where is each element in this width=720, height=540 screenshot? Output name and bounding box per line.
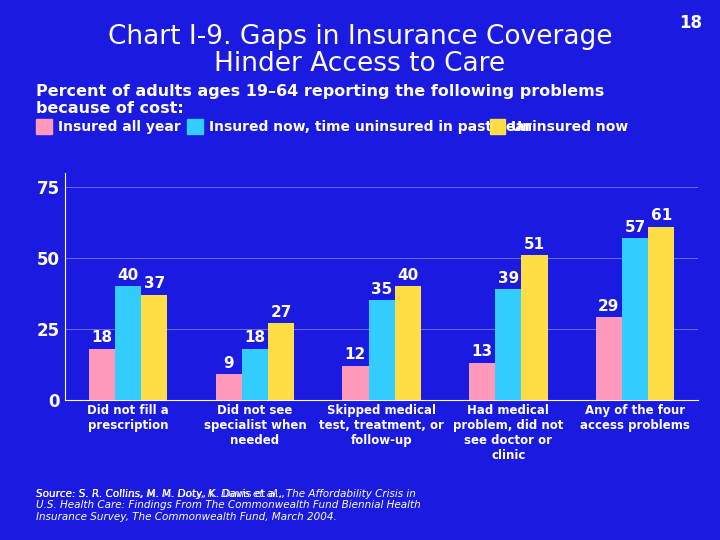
Text: Source: S. R. Collins, M. M. Doty, K. Davis et al., The Affordability Crisis in
: Source: S. R. Collins, M. M. Doty, K. Da…: [36, 489, 420, 522]
Bar: [141, 295, 168, 400]
Text: 40: 40: [117, 268, 139, 283]
Bar: [521, 255, 548, 400]
Bar: [89, 349, 115, 400]
Bar: [268, 323, 294, 400]
Text: 61: 61: [651, 208, 672, 223]
Bar: [622, 238, 648, 400]
Text: 18: 18: [679, 14, 702, 31]
Bar: [215, 374, 242, 400]
Text: 13: 13: [472, 345, 492, 359]
Bar: [595, 318, 622, 400]
Text: 12: 12: [345, 347, 366, 362]
Text: Uninsured now: Uninsured now: [511, 120, 629, 134]
Text: 18: 18: [244, 330, 266, 345]
Text: 9: 9: [223, 356, 234, 370]
Text: 51: 51: [524, 237, 545, 252]
Bar: [648, 227, 675, 400]
Text: 57: 57: [624, 220, 646, 234]
Bar: [495, 289, 521, 400]
Bar: [242, 349, 268, 400]
Bar: [395, 286, 421, 400]
Text: Source: S. R. Collins, M. M. Doty, K. Davis et al.,: Source: S. R. Collins, M. M. Doty, K. Da…: [36, 489, 288, 499]
Text: 39: 39: [498, 271, 519, 286]
Text: 40: 40: [397, 268, 418, 283]
Text: Insured now, time uninsured in past year: Insured now, time uninsured in past year: [209, 120, 531, 134]
Bar: [115, 286, 141, 400]
Text: 27: 27: [271, 305, 292, 320]
Bar: [369, 300, 395, 400]
Text: Hinder Access to Care: Hinder Access to Care: [215, 51, 505, 77]
Bar: [469, 363, 495, 400]
Text: 37: 37: [144, 276, 165, 291]
Text: Percent of adults ages 19–64 reporting the following problems
because of cost:: Percent of adults ages 19–64 reporting t…: [36, 84, 604, 116]
Text: 35: 35: [371, 282, 392, 297]
Bar: [342, 366, 369, 400]
Text: Chart I-9. Gaps in Insurance Coverage: Chart I-9. Gaps in Insurance Coverage: [108, 24, 612, 50]
Text: 29: 29: [598, 299, 619, 314]
Text: Insured all year: Insured all year: [58, 120, 180, 134]
Text: 18: 18: [91, 330, 112, 345]
